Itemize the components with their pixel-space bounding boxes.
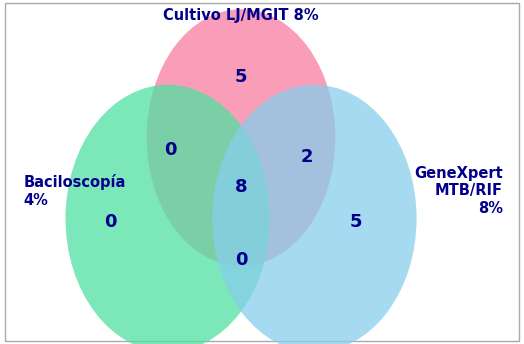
Text: 8: 8 xyxy=(235,179,247,196)
Text: Baciloscopía
4%: Baciloscopía 4% xyxy=(24,174,126,208)
Text: 5: 5 xyxy=(235,68,247,86)
Text: GeneXpert
MTB/RIF
8%: GeneXpert MTB/RIF 8% xyxy=(414,166,503,216)
Ellipse shape xyxy=(212,85,417,344)
Text: 2: 2 xyxy=(300,148,313,165)
Text: 5: 5 xyxy=(350,213,363,231)
Ellipse shape xyxy=(147,9,335,266)
Text: 0: 0 xyxy=(235,251,247,269)
Ellipse shape xyxy=(66,85,270,344)
Text: 0: 0 xyxy=(104,213,116,231)
Text: Cultivo LJ/MGIT 8%: Cultivo LJ/MGIT 8% xyxy=(163,8,319,23)
Text: 0: 0 xyxy=(164,141,177,159)
